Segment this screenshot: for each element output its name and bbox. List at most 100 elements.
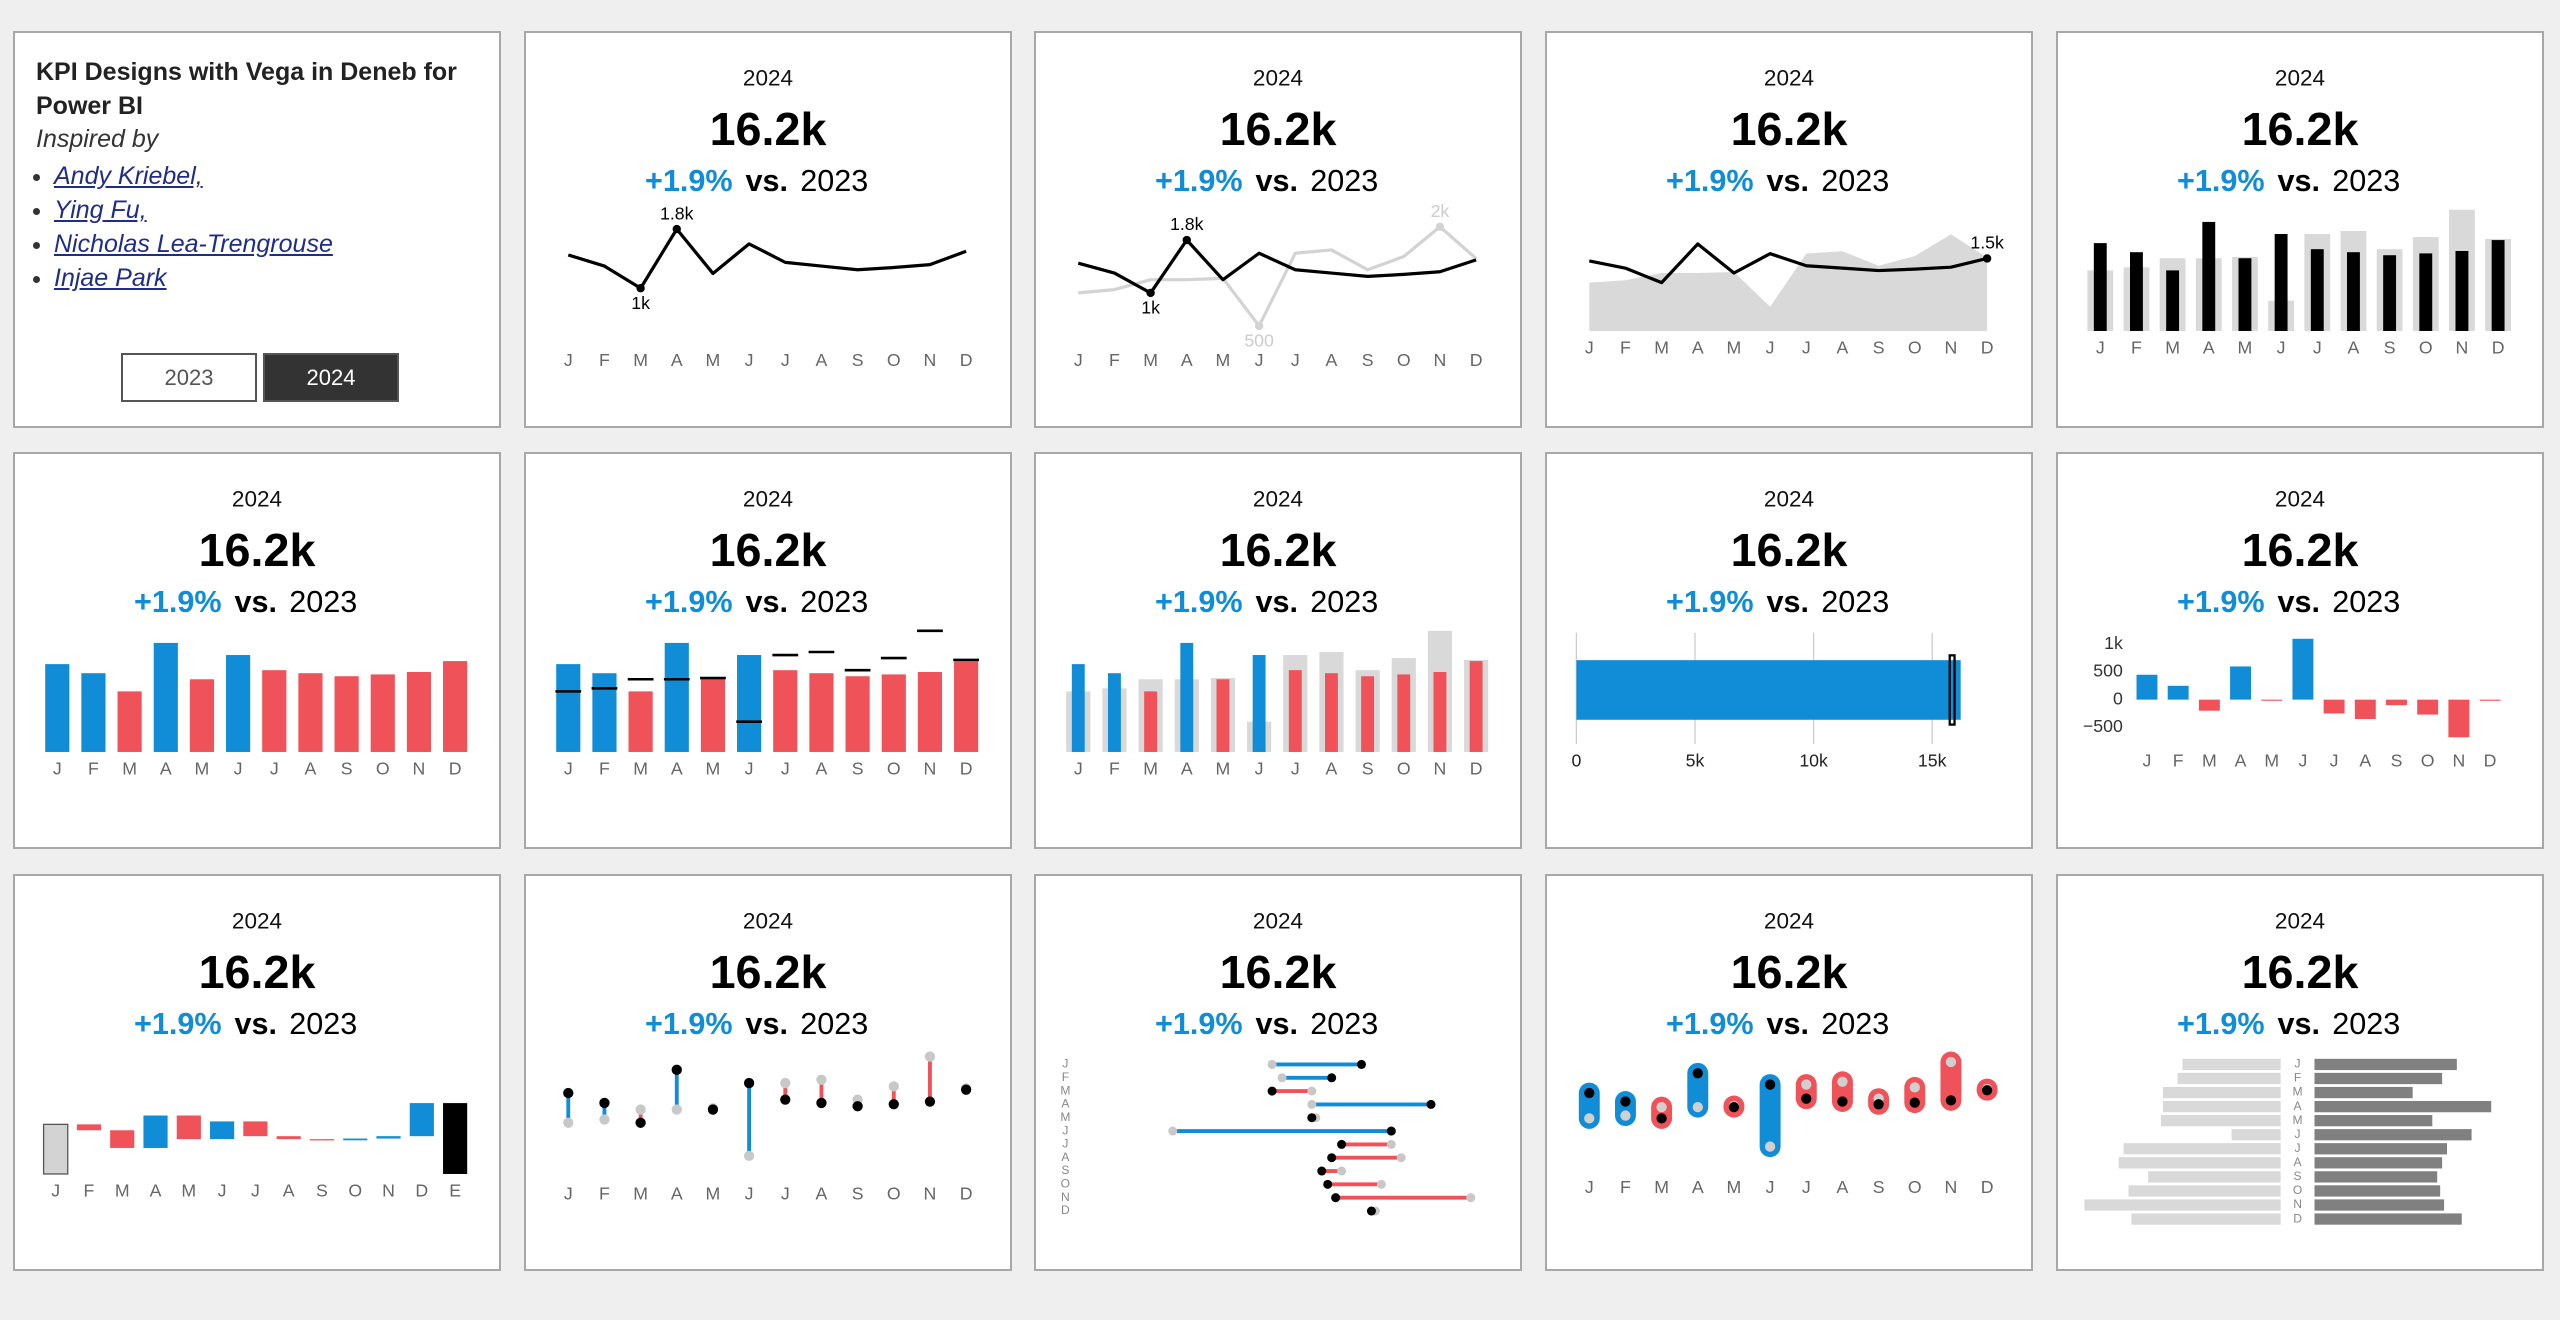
intro-subtitle: Inspired by	[36, 125, 159, 153]
card-year: 2024	[743, 66, 793, 91]
line	[1077, 225, 1477, 328]
x-tick-label: N	[382, 1180, 395, 1200]
x-tick-label: N	[924, 350, 937, 370]
point	[888, 1098, 900, 1109]
x-tick-label: J	[2095, 337, 2104, 357]
x-tick-label: J	[1290, 350, 1299, 370]
point	[1655, 1101, 1667, 1112]
point	[1386, 1126, 1396, 1136]
kpi-change: +1.9%	[1154, 1006, 1242, 1040]
bar	[117, 691, 142, 753]
point	[816, 1097, 827, 1108]
bar	[2382, 255, 2396, 331]
x-tick-label: N	[2452, 750, 2465, 770]
x-tick-label: S	[2390, 750, 2402, 770]
kpi-vs: vs.	[746, 585, 789, 619]
y-tick-label: A	[1061, 1096, 1070, 1110]
x-tick-label: J	[564, 1183, 573, 1203]
bar	[2136, 674, 2157, 700]
x-tick-label: J	[745, 1183, 754, 1203]
link[interactable]: Nicholas Lea-Trengrouse	[54, 230, 333, 258]
link[interactable]: Andy Kriebel,	[54, 162, 203, 190]
card-year: 2024	[2274, 487, 2324, 512]
bar	[737, 655, 762, 753]
point	[1655, 1112, 1667, 1124]
x-tick-label: M	[2201, 750, 2216, 770]
x-tick-label: A	[671, 1183, 683, 1203]
bar	[2198, 699, 2220, 711]
x-tick-label: D	[960, 1183, 973, 1203]
bar	[2130, 1212, 2281, 1225]
x-tick-label: J	[781, 1183, 790, 1203]
x-tick-label: J	[1584, 1177, 1593, 1197]
x-tick-label: D	[960, 759, 973, 779]
kpi-vs: vs.	[746, 164, 789, 198]
bar	[2416, 699, 2438, 715]
point	[1836, 1076, 1848, 1087]
year-button[interactable]: 2024	[263, 353, 399, 402]
kpi-vs: vs.	[1766, 1006, 1809, 1040]
kpi-value: 16.2k	[710, 946, 828, 998]
point	[1376, 1179, 1386, 1189]
point	[744, 1150, 755, 1161]
bar	[809, 673, 834, 753]
link-item: Andy Kriebel,	[54, 159, 333, 193]
kpi-change: +1.9%	[1665, 1006, 1753, 1040]
bar	[2346, 252, 2360, 331]
x-tick-label: D	[2491, 337, 2504, 357]
point	[1336, 1166, 1346, 1176]
x-tick-label: J	[234, 759, 243, 779]
bar	[76, 1123, 102, 1130]
bar	[881, 674, 906, 753]
x-tick-label: O	[2420, 750, 2434, 770]
bar	[2313, 1156, 2442, 1168]
y-tick-label: O	[1060, 1176, 1069, 1190]
x-tick-label: D	[416, 1180, 429, 1200]
kpi-comparison: 2023	[2332, 1006, 2400, 1040]
y-tick-label: 500	[2093, 661, 2123, 681]
bar	[1469, 661, 1483, 753]
bar	[443, 1102, 468, 1174]
bar	[1360, 676, 1374, 753]
x-tick-label: M	[706, 350, 721, 370]
card-year: 2024	[1763, 66, 1813, 91]
y-tick-label: A	[2293, 1098, 2302, 1112]
card-year: 2024	[1252, 487, 1302, 512]
bar	[2313, 1184, 2440, 1197]
card-year: 2024	[2274, 908, 2324, 933]
point	[599, 1113, 610, 1125]
x-tick-label: D	[960, 350, 973, 370]
bar	[2238, 258, 2251, 331]
bar	[110, 1129, 135, 1148]
x-tick-label: F	[599, 759, 610, 779]
bar	[2093, 243, 2107, 331]
kpi-value: 16.2k	[1730, 524, 1848, 576]
x-tick-label: N	[413, 759, 426, 779]
year-button[interactable]: 2023	[121, 353, 257, 402]
bar	[210, 1120, 235, 1139]
bar	[1396, 674, 1410, 753]
kpi-comparison: 2023	[2332, 585, 2400, 619]
bar	[43, 1123, 69, 1175]
bar	[276, 1135, 301, 1139]
bar	[298, 673, 323, 753]
point	[1800, 1078, 1811, 1090]
point	[1426, 1099, 1436, 1109]
point	[744, 1077, 755, 1088]
x-tick-label: A	[283, 1180, 295, 1200]
x-tick-label: J	[2276, 337, 2285, 357]
point	[1982, 254, 1991, 263]
x-tick-label: N	[1433, 759, 1446, 779]
x-tick-label: J	[1073, 350, 1082, 370]
x-tick-label: J	[270, 759, 279, 779]
link[interactable]: Ying Fu,	[54, 196, 147, 224]
link[interactable]: Injae Park	[54, 264, 167, 292]
x-tick-label: S	[852, 350, 864, 370]
point	[1330, 1192, 1340, 1202]
bar	[2491, 240, 2505, 331]
x-tick-label: D	[1980, 1177, 1993, 1197]
y-tick-label: S	[2293, 1169, 2301, 1183]
kpi-vs: vs.	[1255, 164, 1298, 198]
bar	[2162, 1100, 2281, 1112]
kpi-comparison: 2023	[1821, 1006, 1889, 1040]
